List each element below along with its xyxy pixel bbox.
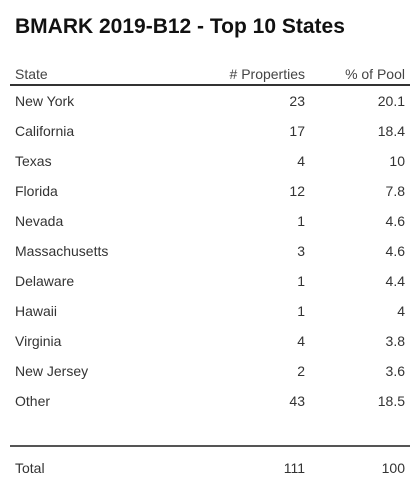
state-cell: Other xyxy=(15,393,51,409)
properties-cell: 1 xyxy=(297,213,305,229)
table-row: Other 43 18.5 xyxy=(10,386,410,416)
page-title: BMARK 2019-B12 - Top 10 States xyxy=(15,15,345,38)
table-row: Florida 12 7.8 xyxy=(10,176,410,206)
column-header-properties: # Properties xyxy=(229,66,305,82)
total-divider xyxy=(10,445,410,447)
table-row: New York 23 20.1 xyxy=(10,86,410,116)
properties-cell: 1 xyxy=(297,273,305,289)
state-cell: Delaware xyxy=(15,273,75,289)
pool-cell: 20.1 xyxy=(377,93,405,109)
state-cell: New York xyxy=(15,93,75,109)
state-cell: Texas xyxy=(15,153,52,169)
table-row: California 17 18.4 xyxy=(10,116,410,146)
table-row: Virginia 4 3.8 xyxy=(10,326,410,356)
states-table: State # Properties % of Pool New York 23 2… xyxy=(10,60,410,416)
state-cell: Hawaii xyxy=(15,303,58,319)
pool-cell: 18.5 xyxy=(377,393,405,409)
properties-cell: 3 xyxy=(297,243,305,259)
table-header: State # Properties % of Pool xyxy=(10,60,410,86)
total-label: Total xyxy=(15,460,45,476)
properties-cell: 1 xyxy=(297,303,305,319)
state-cell: California xyxy=(15,123,75,139)
properties-cell: 43 xyxy=(289,393,305,409)
state-cell: Massachusetts xyxy=(15,243,109,259)
table-row: New Jersey 2 3.6 xyxy=(10,356,410,386)
pool-cell: 4.4 xyxy=(385,273,405,289)
properties-cell: 17 xyxy=(289,123,305,139)
total-pool: 100 xyxy=(381,460,405,476)
column-header-pool: % of Pool xyxy=(345,66,405,82)
state-cell: Virginia xyxy=(15,333,62,349)
table-row: Massachusetts 3 4.6 xyxy=(10,236,410,266)
table-row: Nevada 1 4.6 xyxy=(10,206,410,236)
properties-cell: 4 xyxy=(297,153,305,169)
properties-cell: 23 xyxy=(289,93,305,109)
state-cell: Florida xyxy=(15,183,58,199)
state-cell: New Jersey xyxy=(15,363,89,379)
properties-cell: 4 xyxy=(297,333,305,349)
total-properties: 111 xyxy=(283,460,305,476)
table-body: New York 23 20.1 California 17 18.4 Texas 4 10 Fl… xyxy=(10,86,410,416)
pool-cell: 7.8 xyxy=(385,183,405,199)
properties-cell: 2 xyxy=(297,363,305,379)
pool-cell: 10 xyxy=(389,153,405,169)
table-row: Delaware 1 4.4 xyxy=(10,266,410,296)
state-cell: Nevada xyxy=(15,213,64,229)
table-row: Hawaii 1 4 xyxy=(10,296,410,326)
pool-cell: 4.6 xyxy=(385,213,405,229)
pool-cell: 4 xyxy=(397,303,405,319)
pool-cell: 4.6 xyxy=(385,243,405,259)
column-header-state: State xyxy=(15,66,48,82)
pool-cell: 3.6 xyxy=(385,363,405,379)
total-row: Total 111 100 xyxy=(10,453,410,483)
properties-cell: 12 xyxy=(289,183,305,199)
pool-cell: 3.8 xyxy=(385,333,405,349)
pool-cell: 18.4 xyxy=(377,123,405,139)
table-row: Texas 4 10 xyxy=(10,146,410,176)
